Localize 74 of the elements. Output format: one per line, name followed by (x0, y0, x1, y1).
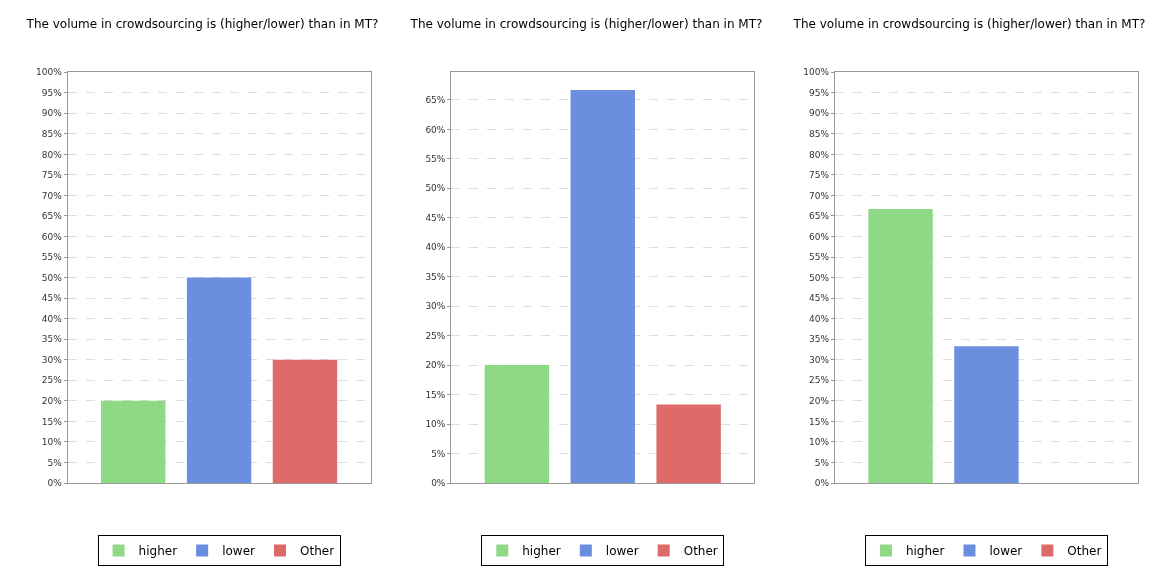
y-tick-label: 30% (809, 354, 830, 365)
y-tick-label: 25% (425, 330, 446, 341)
y-tick-label: 20% (809, 395, 830, 406)
y-tick-label: 0% (814, 478, 830, 489)
y-tick-label: 45% (41, 293, 63, 304)
y-tick-label: 95% (41, 87, 63, 98)
y-tick-label: 85% (41, 128, 63, 139)
chart-title: The volume in crowdsourcing is (higher/lower) than in MT? (792, 17, 1146, 31)
y-tick-label: 70% (41, 190, 63, 201)
y-tick-label: 15% (41, 416, 63, 427)
chart-title: The volume in crowdsourcing is (higher/lower) than in MT? (25, 17, 379, 31)
y-tick-label: 40% (809, 313, 830, 324)
y-tick-label: 80% (809, 149, 830, 160)
legend-label: lower (605, 544, 639, 559)
y-tick-label: 70% (809, 190, 830, 201)
chart-title: The volume in crowdsourcing is (higher/lower) than in MT? (409, 17, 763, 31)
y-tick-label: 55% (425, 153, 446, 164)
y-tick-label: 65% (425, 95, 446, 106)
bar (186, 277, 252, 483)
y-tick-label: 5% (814, 457, 830, 468)
y-tick-label: 35% (41, 334, 63, 345)
y-tick-label: 0% (47, 478, 63, 489)
y-tick-label: 95% (809, 87, 830, 98)
y-tick-label: 75% (809, 170, 830, 181)
y-tick-label: 90% (41, 108, 63, 119)
y-tick-label: 40% (425, 242, 446, 253)
y-tick-label: 15% (809, 416, 830, 427)
y-tick-label: 40% (41, 313, 63, 324)
y-tick-label: 60% (425, 124, 446, 135)
y-tick-label: 25% (809, 375, 830, 386)
y-tick-label: 60% (41, 231, 63, 242)
y-tick-label: 50% (809, 272, 830, 283)
bar (656, 404, 721, 483)
y-tick-label: 65% (809, 211, 830, 222)
y-tick-label: 90% (809, 108, 830, 119)
legend-label: Other (300, 544, 335, 559)
y-tick-label: 0% (431, 478, 446, 489)
y-tick-label: 50% (425, 183, 446, 194)
bar (272, 359, 338, 483)
y-tick-label: 10% (425, 419, 446, 430)
y-tick-label: 30% (425, 301, 446, 312)
legend-label: Other (1067, 544, 1102, 559)
legend-label: lower (222, 544, 256, 559)
y-tick-label: 85% (809, 128, 830, 139)
legend-label: Other (683, 544, 718, 559)
y-tick-label: 5% (431, 448, 446, 459)
y-tick-label: 100% (803, 67, 830, 78)
y-tick-label: 20% (425, 360, 446, 371)
y-tick-label: 55% (809, 252, 830, 263)
bar (101, 400, 166, 483)
bar (570, 89, 635, 483)
bar (484, 365, 550, 483)
legend-label: higher (905, 544, 945, 559)
legend-label: higher (522, 544, 561, 559)
y-tick-label: 15% (425, 389, 446, 400)
legend-label: lower (989, 544, 1023, 559)
y-tick-label: 80% (41, 149, 63, 160)
y-tick-label: 35% (809, 334, 830, 345)
legend-label: higher (138, 544, 178, 559)
y-tick-label: 50% (41, 272, 63, 283)
y-tick-label: 25% (41, 375, 63, 386)
y-tick-label: 100% (36, 67, 63, 78)
y-tick-label: 30% (41, 354, 63, 365)
y-tick-label: 65% (41, 211, 63, 222)
y-tick-label: 45% (809, 293, 830, 304)
y-tick-label: 10% (809, 437, 830, 448)
y-tick-label: 55% (41, 252, 63, 263)
y-tick-label: 10% (41, 437, 63, 448)
y-tick-label: 60% (809, 231, 830, 242)
y-tick-label: 75% (41, 170, 63, 181)
y-tick-label: 5% (47, 457, 63, 468)
y-tick-label: 20% (41, 395, 63, 406)
y-tick-label: 35% (425, 271, 446, 282)
y-tick-label: 45% (425, 212, 446, 223)
